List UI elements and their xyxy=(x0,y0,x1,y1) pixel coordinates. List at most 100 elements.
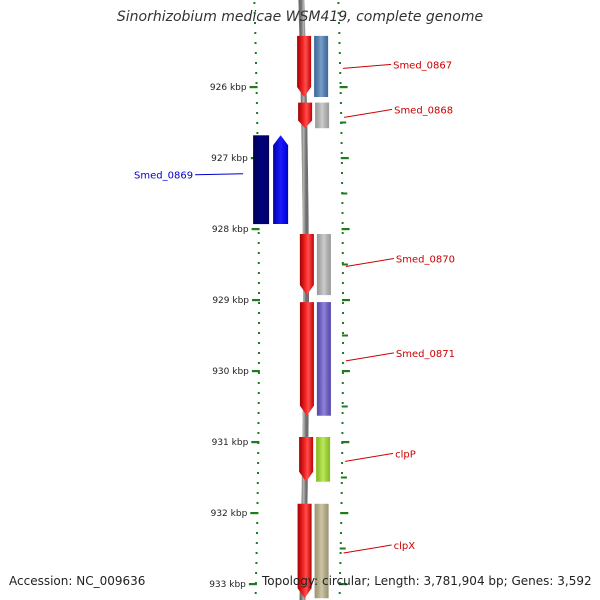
kbp-minor-tick xyxy=(341,263,348,266)
kbp-tick-outer xyxy=(339,86,348,89)
ruler-dot xyxy=(341,412,344,414)
gene-Smed_0868 xyxy=(298,102,330,129)
ruler-dot xyxy=(257,422,260,424)
ruler-dot xyxy=(338,42,341,44)
strand-arrow-forward xyxy=(297,503,312,599)
gene-label-Smed_0867: Smed_0867 xyxy=(393,60,452,71)
ruler-dot xyxy=(257,472,259,474)
ruler-dot xyxy=(255,92,258,94)
gene-Smed_0867 xyxy=(297,35,329,97)
ruler-dot xyxy=(339,72,342,74)
ruler-dot xyxy=(255,82,258,84)
kbp-label: 926 kbp xyxy=(210,83,247,93)
label-leader xyxy=(344,108,393,118)
ruler-dot xyxy=(257,432,260,434)
label-leader xyxy=(195,173,244,176)
kbp-tick-inner xyxy=(251,441,260,444)
ruler-dot xyxy=(338,592,341,594)
strand-arrow-forward xyxy=(298,102,313,129)
kbp-minor-tick xyxy=(339,547,346,550)
ruler-dot xyxy=(339,62,341,64)
scale-ruler-outer xyxy=(337,2,344,594)
cog-bar-sheen xyxy=(315,102,330,129)
kbp-tick-outer xyxy=(338,583,347,586)
ruler-dot xyxy=(253,2,256,4)
ruler-dot xyxy=(340,162,343,164)
gene-labels: Smed_0867 Smed_0868 Smed_0869 Smed_0870 Smed… xyxy=(134,60,455,554)
ruler-dot xyxy=(342,312,344,314)
ruler-dot xyxy=(257,362,260,364)
kbp-label: 932 kbp xyxy=(211,509,248,519)
ruler-dot xyxy=(338,52,341,54)
ruler-dot xyxy=(257,392,260,394)
ruler-dot xyxy=(257,262,260,264)
ruler-dot xyxy=(257,232,260,234)
ruler-dot xyxy=(339,92,342,94)
gene-label-Smed_0870: Smed_0870 xyxy=(396,255,455,266)
ruler-dot xyxy=(338,32,341,34)
cog-bar-sheen xyxy=(316,302,331,416)
ruler-dot xyxy=(254,22,256,24)
ruler-dot xyxy=(342,342,344,344)
ruler-dot xyxy=(257,412,260,414)
ruler-dot xyxy=(342,332,344,334)
ruler-dot xyxy=(255,552,258,554)
ruler-dot xyxy=(257,462,260,464)
ruler-dot xyxy=(340,152,343,154)
cog-bar-sheen xyxy=(314,35,329,97)
ruler-dot xyxy=(341,262,344,264)
kbp-tick-outer xyxy=(342,299,350,302)
ruler-dot xyxy=(337,12,340,14)
cog-bar-sheen xyxy=(316,234,331,296)
ruler-dot xyxy=(255,72,258,74)
kbp-tick-inner xyxy=(251,228,260,231)
ruler-dot xyxy=(341,472,343,474)
cog-bar xyxy=(253,135,270,225)
gene-Smed_0870 xyxy=(299,233,331,296)
ruler-dot xyxy=(340,132,343,134)
gene-clpX xyxy=(297,503,329,599)
gene-label-Smed_0871: Smed_0871 xyxy=(396,349,455,360)
gene-features xyxy=(253,35,331,599)
ruler-dot xyxy=(339,82,342,84)
accession-text: Accession: NC_009636 xyxy=(9,574,146,588)
ruler-dot xyxy=(341,282,344,284)
ruler-dot xyxy=(339,572,342,574)
ruler-dot xyxy=(257,242,260,244)
ruler-dot xyxy=(258,352,260,354)
ruler-dot xyxy=(340,112,343,114)
ruler-dot xyxy=(255,62,257,64)
ruler-dot xyxy=(257,272,260,274)
kbp-tick-marks: 926 kbp 927 kbp 928 kbp 929 kbp 930 kbp 931 k… xyxy=(209,83,350,590)
ruler-dot xyxy=(341,452,344,454)
ruler-dot xyxy=(258,342,260,344)
ruler-dot xyxy=(256,122,259,124)
ruler-dot xyxy=(256,482,259,484)
ruler-dot xyxy=(341,432,344,434)
ruler-dot xyxy=(337,2,340,4)
ruler-dot xyxy=(340,532,342,534)
kbp-tick-outer xyxy=(341,370,350,373)
ruler-dot xyxy=(340,502,343,504)
ruler-dot xyxy=(256,532,258,534)
strand-arrow-forward xyxy=(299,302,314,416)
ruler-dot xyxy=(254,592,257,594)
cog-bar-sheen xyxy=(314,503,329,599)
ruler-dot xyxy=(341,372,344,374)
gene-label-Smed_0869: Smed_0869 xyxy=(134,171,193,182)
ruler-dot xyxy=(341,182,344,184)
ruler-dot xyxy=(341,462,344,464)
kbp-minor-tick xyxy=(341,192,348,195)
ruler-dot xyxy=(254,32,257,34)
ruler-dot xyxy=(257,452,260,454)
ruler-dot xyxy=(255,562,258,564)
strand-arrow-reverse xyxy=(273,135,289,225)
gene-label-Smed_0868: Smed_0868 xyxy=(394,105,453,116)
ruler-dot xyxy=(256,502,259,504)
gene-clpP xyxy=(299,437,331,482)
scale-ruler-inner xyxy=(253,2,260,594)
ruler-dot xyxy=(340,492,343,494)
ruler-dot xyxy=(255,102,258,104)
ruler-dot xyxy=(257,402,260,404)
ruler-dot xyxy=(341,402,344,404)
